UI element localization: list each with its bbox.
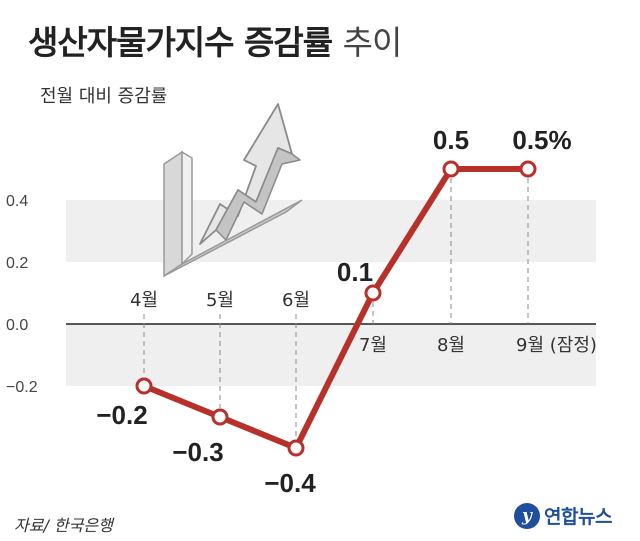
category-label: 7월 <box>359 335 387 356</box>
category-label: 5월 <box>206 290 234 311</box>
category-label: 8월 <box>437 335 465 356</box>
rising-arrow-chart-icon <box>163 103 303 278</box>
y-tick-label: 0.4 <box>6 193 28 210</box>
data-point <box>519 160 537 178</box>
grid-band-upper <box>66 200 596 262</box>
data-point <box>364 284 382 302</box>
value-label: 0.5% <box>512 125 571 155</box>
value-label: −0.3 <box>172 437 223 467</box>
chart-title: 생산자물가지수 증감률 추이 <box>28 16 403 64</box>
data-point <box>211 408 229 426</box>
data-point <box>442 160 460 178</box>
title-main: 생산자물가지수 증감률 <box>28 23 333 62</box>
category-label: 4월 <box>130 290 158 311</box>
value-label: 0.5 <box>433 125 469 155</box>
data-point <box>135 377 153 395</box>
value-label: −0.4 <box>264 468 316 498</box>
y-tick-label: 0.2 <box>6 255 28 272</box>
category-label: 9월 (잠정) <box>516 335 597 356</box>
data-point <box>287 439 305 457</box>
source-note: 자료/ 한국은행 <box>14 516 113 535</box>
y-tick-label: −0.2 <box>6 379 38 396</box>
logo-mark: y <box>514 502 540 529</box>
value-label: −0.2 <box>96 400 147 430</box>
yonhap-logo: y 연합뉴스 <box>514 502 612 529</box>
logo-text: 연합뉴스 <box>544 506 612 528</box>
y-tick-label: 0.0 <box>6 317 28 334</box>
chart-subtitle: 전월 대비 증감률 <box>40 86 168 107</box>
title-suffix: 추이 <box>342 23 403 62</box>
category-label: 6월 <box>282 290 310 311</box>
value-label: 0.1 <box>337 257 373 287</box>
series-line <box>141 166 531 451</box>
